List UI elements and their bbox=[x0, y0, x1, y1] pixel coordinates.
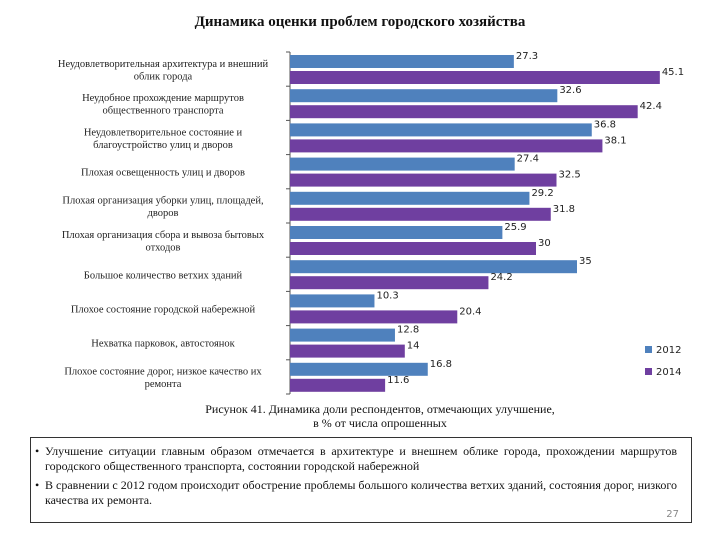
category-label-line: общественного транспорта bbox=[102, 106, 223, 117]
category-label-line: Плохое состояние городской набережной bbox=[71, 305, 256, 316]
category-label-line: Большое количество ветхих зданий bbox=[84, 270, 243, 281]
note-text: В сравнении с 2012 годом происходит обос… bbox=[45, 478, 677, 507]
category-label: Нехватка парковок, автостоянок bbox=[91, 339, 235, 350]
value-label-2014: 38.1 bbox=[604, 135, 626, 146]
value-label-2012: 36.8 bbox=[594, 119, 616, 130]
bullet-icon: • bbox=[35, 478, 40, 492]
bar-2014 bbox=[290, 71, 660, 84]
bar-2014 bbox=[290, 242, 536, 255]
category-label-line: Неудовлетворительная архитектура и внешн… bbox=[58, 59, 269, 70]
value-label-2012: 12.8 bbox=[397, 325, 419, 336]
category-label: Плохое состояние городской набережной bbox=[71, 305, 256, 316]
bar-2014 bbox=[290, 139, 603, 153]
value-label-2014: 45.1 bbox=[662, 67, 684, 78]
value-label-2014: 24.2 bbox=[490, 272, 512, 283]
value-label-2014: 20.4 bbox=[459, 306, 481, 317]
category-label-line: Неудовлетворительное состояние и bbox=[84, 127, 243, 138]
bar-2014 bbox=[290, 105, 638, 119]
legend-label-2012: 2012 bbox=[656, 345, 681, 356]
category-label: Плохая организация сбора и вывоза бытовы… bbox=[62, 230, 265, 254]
value-label-2014: 31.8 bbox=[553, 204, 575, 215]
category-label: Неудовлетворительное состояние и благоуст… bbox=[84, 127, 243, 151]
category-label-line: ремонта bbox=[145, 379, 182, 390]
bar-2014 bbox=[290, 173, 557, 187]
bar-2014 bbox=[290, 276, 489, 290]
legend-label-2014: 2014 bbox=[656, 367, 681, 378]
category-label-line: Плохая освещенность улиц и дворов bbox=[81, 168, 245, 179]
chart-title: Динамика оценки проблем городского хозяй… bbox=[194, 14, 526, 30]
bar-2012 bbox=[290, 226, 503, 239]
bar-2012 bbox=[290, 55, 514, 68]
value-label-2012: 25.9 bbox=[504, 222, 526, 233]
category-label: Плохое состояние дорог, низкое качество … bbox=[64, 367, 262, 391]
value-label-2012: 35 bbox=[579, 256, 592, 267]
category-label-line: облик города bbox=[134, 71, 193, 82]
bar-chart: 27.3 45.1 32.6 42.4 36.8 38.1 27.4 32.5 29.231.8… bbox=[58, 51, 684, 395]
category-label: Неудовлетворительная архитектура и внешн… bbox=[58, 59, 269, 83]
category-label-line: дворов bbox=[148, 208, 179, 219]
category-label: Плохая освещенность улиц и дворов bbox=[81, 168, 245, 179]
page-number: 27 bbox=[666, 509, 679, 520]
bar-2012 bbox=[290, 362, 428, 376]
bar-2012 bbox=[290, 328, 395, 342]
notes-box: • Улучшение ситуации главным образом отм… bbox=[30, 437, 692, 523]
bar-2012 bbox=[290, 123, 592, 137]
value-label-2014: 14 bbox=[407, 341, 420, 352]
bar-2014 bbox=[290, 207, 551, 221]
bar-2012 bbox=[290, 294, 375, 308]
category-label: Большое количество ветхих зданий bbox=[84, 270, 243, 281]
value-label-2012: 27.3 bbox=[516, 51, 538, 62]
value-label-2012: 10.3 bbox=[376, 290, 398, 301]
category-label-line: Неудобное прохождение маршрутов bbox=[82, 93, 244, 104]
category-label-line: Плохое состояние дорог, низкое качество … bbox=[64, 367, 262, 378]
value-label-2014: 42.4 bbox=[640, 101, 662, 112]
note-text: Улучшение ситуации главным образом отмеч… bbox=[45, 444, 677, 473]
note-item: • В сравнении с 2012 годом происходит об… bbox=[35, 478, 677, 508]
bar-2014 bbox=[290, 344, 405, 358]
bar-2014 bbox=[290, 310, 458, 324]
value-label-2014: 11.6 bbox=[387, 375, 409, 386]
legend-swatch-2012 bbox=[645, 346, 652, 353]
bar-2014 bbox=[290, 378, 386, 392]
category-label-line: Плохая организация уборки улиц, площадей… bbox=[62, 196, 263, 207]
value-label-2014: 32.5 bbox=[559, 170, 581, 181]
value-label-2012: 29.2 bbox=[531, 188, 553, 199]
category-label-line: отходов bbox=[145, 242, 180, 253]
value-label-2012: 32.6 bbox=[559, 85, 581, 96]
caption-line-1: Рисунок 41. Динамика доли респондентов, … bbox=[205, 402, 555, 416]
bar-2012 bbox=[290, 260, 577, 274]
bullet-icon: • bbox=[35, 444, 40, 458]
bar-2012 bbox=[290, 89, 558, 103]
caption-line-2: в % от числа опрошенных bbox=[313, 416, 447, 430]
category-label: Неудобное прохождение маршрутов обществен… bbox=[82, 93, 244, 117]
bar-2012 bbox=[290, 191, 530, 205]
bar-2012 bbox=[290, 157, 515, 171]
category-label: Плохая организация уборки улиц, площадей… bbox=[62, 196, 263, 220]
category-label-line: Плохая организация сбора и вывоза бытовы… bbox=[62, 230, 265, 241]
value-label-2012: 16.8 bbox=[430, 359, 452, 370]
value-label-2012: 27.4 bbox=[517, 154, 539, 165]
legend-swatch-2014 bbox=[645, 368, 652, 375]
note-item: • Улучшение ситуации главным образом отм… bbox=[35, 444, 677, 474]
category-label-line: благоустройство улиц и дворов bbox=[93, 140, 233, 151]
category-label-line: Нехватка парковок, автостоянок bbox=[91, 339, 235, 350]
value-label-2014: 30 bbox=[538, 238, 551, 249]
figure-caption: Рисунок 41. Динамика доли респондентов, … bbox=[130, 402, 630, 430]
